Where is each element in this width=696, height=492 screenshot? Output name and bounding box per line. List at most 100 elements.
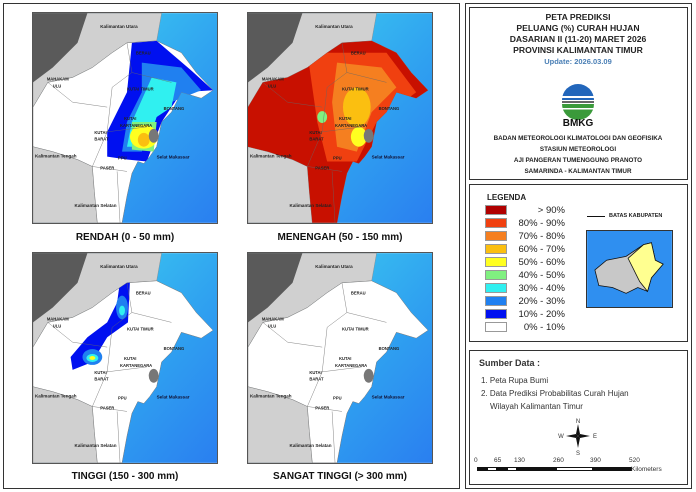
map-label-kubar1: KUTAI (94, 370, 106, 375)
map-label-kubar1: KUTAI (309, 370, 321, 375)
inset-map (586, 230, 673, 308)
probability-overlay (70, 280, 130, 370)
organization: BADAN METEOROLOGI KLIMATOLOGI DAN GEOFIS… (470, 133, 686, 177)
map-label-kutim: KUTAI TIMUR (342, 326, 369, 331)
map-label-selat: Selat Makassar (372, 395, 405, 400)
map-label-paser: PASER (315, 165, 329, 170)
map-caption: MENENGAH (50 - 150 mm) (277, 232, 403, 243)
boundary-label: BATAS KABUPATEN (609, 213, 663, 219)
legend-item: 70% - 80% (485, 230, 565, 242)
legend-swatch (485, 231, 507, 241)
legend-title: LEGENDA (487, 193, 527, 202)
compass-e: E (593, 434, 597, 440)
scale-tick: 65 (494, 457, 502, 464)
boundary-legend: BATAS KABUPATEN (587, 213, 662, 219)
map-label-kalsel: Kalimantan Selatan (75, 203, 117, 208)
legend-label: 40% - 50% (518, 269, 565, 281)
legend-swatch (485, 218, 507, 228)
map-label-mahulu2: ULU (53, 323, 62, 328)
map-label-kaltara: Kalimantan Utara (315, 24, 353, 29)
source-item: Wilayah Kalimantan Timur (490, 402, 583, 411)
map-label-ppu: PPU (333, 396, 342, 401)
district-boundaries (47, 282, 172, 463)
map-label-kukar1: KUTAI (124, 116, 136, 121)
scale-tick: 260 (553, 457, 564, 464)
scale-segment (556, 467, 593, 471)
legend-swatch (485, 296, 507, 306)
map-canvas: Kalimantan Utara BERAU MAHAKAM ULU KUTAI TIM… (33, 253, 217, 463)
legend-swatch (485, 270, 507, 280)
legend-item: 40% - 50% (485, 269, 565, 281)
map-label-paser: PASER (100, 165, 114, 170)
map-label-berau: BERAU (136, 51, 151, 56)
map-caption: RENDAH (0 - 50 mm) (75, 232, 175, 243)
boundary-line-icon (587, 215, 605, 217)
map-label-kalsel: Kalimantan Selatan (290, 443, 332, 448)
map-caption: SANGAT TINGGI (> 300 mm) (272, 471, 407, 482)
legend-box (469, 184, 688, 342)
legend-label: 50% - 60% (518, 256, 565, 268)
map-label-ppu: PPU (118, 396, 127, 401)
scale-tick: 520 (629, 457, 640, 464)
map-label-kutim: KUTAI TIMUR (127, 86, 154, 91)
org-line: AJI PANGERAN TUMENGGUNG PRANOTO (513, 157, 643, 164)
samarinda-area (363, 128, 374, 143)
compass-n: N (576, 419, 580, 425)
map-label-selat: Selat Makassar (157, 395, 190, 400)
map-label-berau: BERAU (136, 291, 151, 296)
map-label-mahulu1: MAHAKAM (47, 76, 69, 81)
samarinda-area (148, 368, 159, 383)
map-label-bontang: BONTANG (379, 346, 400, 351)
map-label-mahulu2: ULU (268, 83, 277, 88)
map-label-mahulu1: MAHAKAM (262, 76, 284, 81)
title-line: PELUANG (%) CURAH HUJAN (516, 23, 640, 33)
legend-label: 80% - 90% (518, 217, 565, 229)
map-label-kubar2: BARAT (94, 137, 109, 142)
source-item: 2. Data Prediksi Probabilitas Curah Huja… (481, 389, 629, 398)
legend-item: 10% - 20% (485, 308, 565, 320)
legend-item: 80% - 90% (485, 217, 565, 229)
legend-label: 20% - 30% (518, 295, 565, 307)
map-label-kalteng: Kalimantan Tengah (35, 154, 77, 159)
scale-segment (517, 467, 556, 471)
map-title: PETA PREDIKSI PELUANG (%) CURAH HUJAN DA… (470, 12, 686, 67)
map-label-paser: PASER (315, 405, 329, 410)
map-label-kaltara: Kalimantan Utara (100, 24, 138, 29)
bmkg-logo: BMKG (562, 84, 594, 128)
legend-swatch (485, 322, 507, 332)
map-label-kalteng: Kalimantan Tengah (35, 394, 77, 399)
map-label-bontang: BONTANG (164, 346, 185, 351)
legend-swatch (485, 283, 507, 293)
logo-text: BMKG (563, 118, 594, 128)
map-label-bontang: BONTANG (164, 106, 185, 111)
outside-land (33, 253, 88, 323)
samarinda-area (363, 368, 374, 383)
district-boundaries (262, 42, 387, 223)
map-canvas: Kalimantan Utara BERAU MAHAKAM ULU KUTAI TIM… (33, 13, 217, 223)
header-box (469, 7, 688, 180)
legend-swatch (485, 205, 507, 215)
title-line: PROVINSI KALIMANTAN TIMUR (513, 45, 643, 55)
legend-label: > 90% (537, 204, 565, 216)
map-label-kukar2: KARTANEGARA (120, 363, 152, 368)
title-line: DASARIAN II (11-20) MARET 2026 (509, 34, 647, 44)
scale-segment (507, 467, 517, 471)
compass-w: W (558, 434, 564, 440)
scale-tick: 390 (590, 457, 601, 464)
scale-tick: 130 (514, 457, 525, 464)
map-label-mahulu1: MAHAKAM (262, 316, 284, 321)
scale-unit: Kilometers (631, 466, 662, 473)
map-label-kubar2: BARAT (94, 377, 109, 382)
legend-label: 30% - 40% (518, 282, 565, 294)
map-label-selat: Selat Makassar (157, 155, 190, 160)
map-label-kubar2: BARAT (309, 137, 324, 142)
map-menengah: Kalimantan Utara BERAU MAHAKAM ULU KUTAI TIM… (247, 12, 433, 224)
update-date: Update: 2026.03.09 (544, 57, 612, 66)
map-label-kubar1: KUTAI (94, 130, 106, 135)
map-label-kaltara: Kalimantan Utara (100, 264, 138, 269)
map-label-kukar2: KARTANEGARA (335, 363, 367, 368)
map-label-kalsel: Kalimantan Selatan (290, 203, 332, 208)
title-line: PETA PREDIKSI (545, 12, 611, 22)
org-line: SAMARINDA - KALIMANTAN TIMUR (524, 168, 632, 175)
map-label-kubar2: BARAT (309, 377, 324, 382)
